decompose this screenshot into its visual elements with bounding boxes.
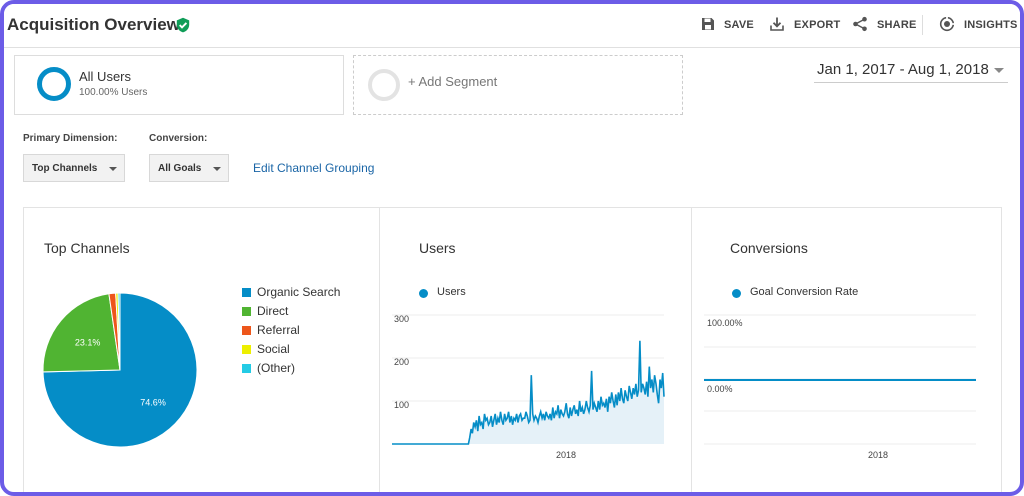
legend-swatch	[242, 288, 251, 297]
legend-label[interactable]: Referral	[257, 323, 300, 337]
date-range-picker[interactable]: Jan 1, 2017 - Aug 1, 2018	[814, 57, 1008, 83]
export-icon[interactable]	[769, 16, 785, 32]
add-segment-button[interactable]: + Add Segment	[353, 55, 683, 115]
users-area-chart[interactable]: 300 200 100 2018	[380, 303, 692, 463]
conversions-xtick-label: 2018	[868, 450, 888, 460]
conversion-value: All Goals	[158, 163, 202, 174]
conversions-line-chart[interactable]: 100.00% 0.00% 2018	[692, 303, 1002, 463]
legend-label[interactable]: Organic Search	[257, 285, 341, 299]
edit-channel-grouping-link[interactable]: Edit Channel Grouping	[253, 161, 375, 175]
page-header: Acquisition Overview SAVE EXPORT SHARE	[4, 4, 1020, 48]
users-panel: Users Users 300 200 100 2018	[379, 207, 692, 492]
pie-label-direct: 23.1%	[75, 338, 101, 348]
legend-label[interactable]: Direct	[257, 304, 289, 318]
chevron-down-icon	[109, 167, 117, 171]
legend-label[interactable]: Social	[257, 342, 290, 356]
users-ytick-label: 200	[394, 357, 409, 367]
conversion-label: Conversion:	[149, 133, 208, 144]
pie-slice-direct[interactable]	[42, 293, 121, 373]
export-button[interactable]: EXPORT	[794, 19, 841, 31]
legend-label[interactable]: (Other)	[257, 361, 296, 375]
users-series-dot	[419, 289, 428, 298]
users-series-label: Users	[437, 286, 466, 298]
conversions-series-dot	[732, 289, 741, 298]
primary-dimension-value: Top Channels	[32, 163, 98, 174]
verified-shield-icon	[176, 17, 190, 33]
top-channels-panel: Top Channels 74.6% 23.1% Organic Search Di…	[23, 207, 380, 492]
users-area-fill	[392, 340, 664, 444]
share-button[interactable]: SHARE	[877, 19, 917, 31]
empty-segment-ring-icon	[368, 69, 400, 101]
date-range-value: Jan 1, 2017 - Aug 1, 2018	[817, 61, 989, 78]
legend-swatch	[242, 345, 251, 354]
primary-dimension-label: Primary Dimension:	[23, 133, 118, 144]
users-ytick-label: 100	[394, 400, 409, 410]
legend-swatch	[242, 307, 251, 316]
legend-swatch	[242, 326, 251, 335]
top-channels-pie-chart[interactable]: 74.6% 23.1%	[40, 290, 200, 450]
share-icon[interactable]	[852, 16, 868, 32]
save-icon[interactable]	[700, 16, 716, 32]
legend-swatch	[242, 364, 251, 373]
conversions-title: Conversions	[730, 240, 808, 256]
chevron-down-icon	[994, 68, 1004, 73]
conversions-ytick-label: 100.00%	[707, 318, 743, 328]
header-divider	[922, 15, 923, 35]
save-button[interactable]: SAVE	[724, 19, 754, 31]
users-xtick-label: 2018	[556, 450, 576, 460]
primary-dimension-select[interactable]: Top Channels	[23, 154, 125, 182]
users-title: Users	[419, 240, 456, 256]
segment-ring-icon	[37, 67, 71, 101]
chevron-down-icon	[213, 167, 221, 171]
insights-button[interactable]: INSIGHTS	[964, 19, 1018, 31]
pie-label-organic: 74.6%	[140, 397, 166, 407]
top-channels-title: Top Channels	[44, 240, 130, 256]
page-title: Acquisition Overview	[7, 15, 180, 34]
users-series-line[interactable]	[392, 340, 665, 445]
segment-all-users[interactable]: All Users 100.00% Users	[14, 55, 344, 115]
segment-name: All Users	[79, 69, 132, 84]
pie-slice-other[interactable]	[117, 292, 121, 371]
segment-subtitle: 100.00% Users	[79, 87, 148, 98]
add-segment-label: + Add Segment	[408, 74, 498, 89]
conversions-ytick-label: 0.00%	[707, 384, 733, 394]
conversion-select[interactable]: All Goals	[149, 154, 229, 182]
conversions-series-label: Goal Conversion Rate	[750, 286, 859, 298]
insights-icon[interactable]	[939, 16, 955, 32]
users-ytick-label: 300	[394, 314, 409, 324]
conversions-panel: Conversions Goal Conversion Rate 100.00%…	[691, 207, 1002, 492]
